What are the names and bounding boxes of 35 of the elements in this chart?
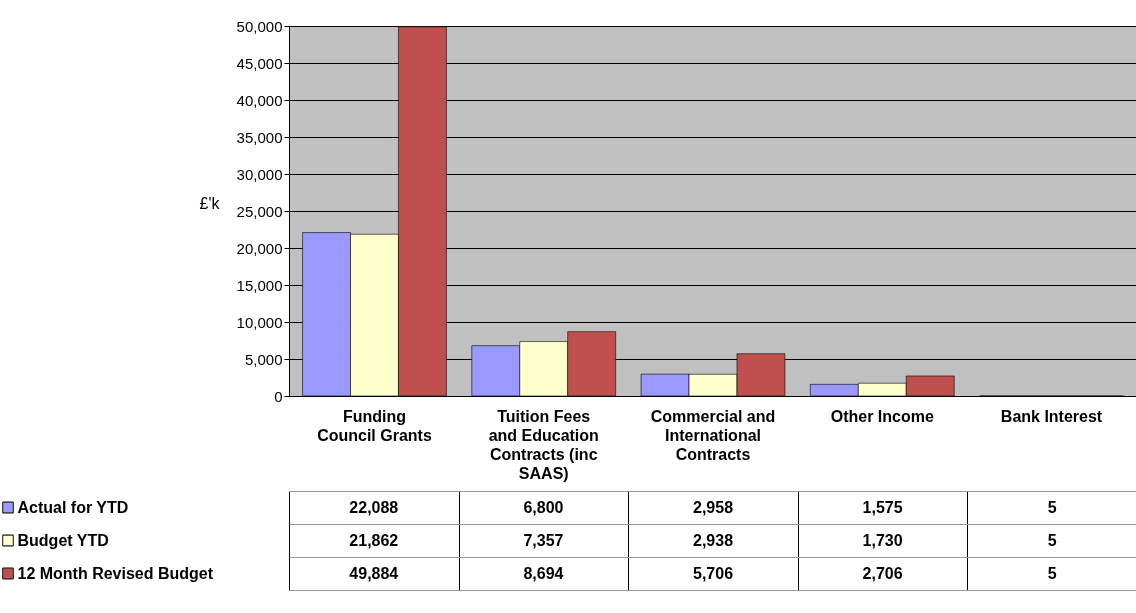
y-tick-label: 15,000 bbox=[236, 276, 283, 294]
data-label: 22,088 bbox=[349, 498, 399, 516]
data-label: 21,862 bbox=[349, 531, 399, 549]
data-label: 2,938 bbox=[692, 531, 734, 549]
data-label: 1,575 bbox=[862, 498, 903, 516]
x-tick-label: Bank Interest bbox=[1000, 407, 1103, 425]
data-label: 5 bbox=[1047, 564, 1057, 582]
data-label: 5 bbox=[1047, 531, 1057, 549]
x-tick-label: Funding Council Grants bbox=[317, 407, 432, 444]
x-tick-label: Tuition Fees and Education Contracts (inc SAAS) bbox=[488, 407, 599, 482]
data-label: 5,706 bbox=[692, 564, 734, 582]
data-label: 49,884 bbox=[349, 564, 399, 582]
x-tick-label: Other Income bbox=[830, 407, 934, 425]
data-label: 1,730 bbox=[862, 531, 903, 549]
y-tick-label: 20,000 bbox=[236, 239, 283, 257]
y-tick-label: 10,000 bbox=[236, 313, 283, 331]
data-label: 5 bbox=[1047, 498, 1057, 516]
y-tick-label: 25,000 bbox=[236, 202, 283, 220]
y-tick-label: 40,000 bbox=[236, 91, 283, 109]
y-tick-label: 5,000 bbox=[244, 350, 283, 368]
data-label: 8,694 bbox=[523, 564, 564, 582]
data-label: 7,357 bbox=[523, 531, 564, 549]
y-tick-label: 30,000 bbox=[236, 165, 283, 183]
y-tick-label: 35,000 bbox=[236, 128, 283, 146]
y-tick-label: 45,000 bbox=[236, 54, 283, 72]
y-tick-label: 50,000 bbox=[236, 17, 283, 35]
legend-label: Actual for YTD bbox=[17, 499, 129, 516]
legend-label: Budget YTD bbox=[17, 532, 109, 549]
legend-label: 12 Month Revised Budget bbox=[17, 565, 214, 582]
data-label: 2,958 bbox=[692, 498, 734, 516]
y-tick-label: 0 bbox=[274, 387, 283, 405]
x-tick-label: Commercial and International Contracts bbox=[650, 407, 776, 463]
data-label: 6,800 bbox=[523, 498, 564, 516]
data-label: 2,706 bbox=[862, 564, 903, 582]
y-axis-title: £'k bbox=[199, 194, 221, 212]
